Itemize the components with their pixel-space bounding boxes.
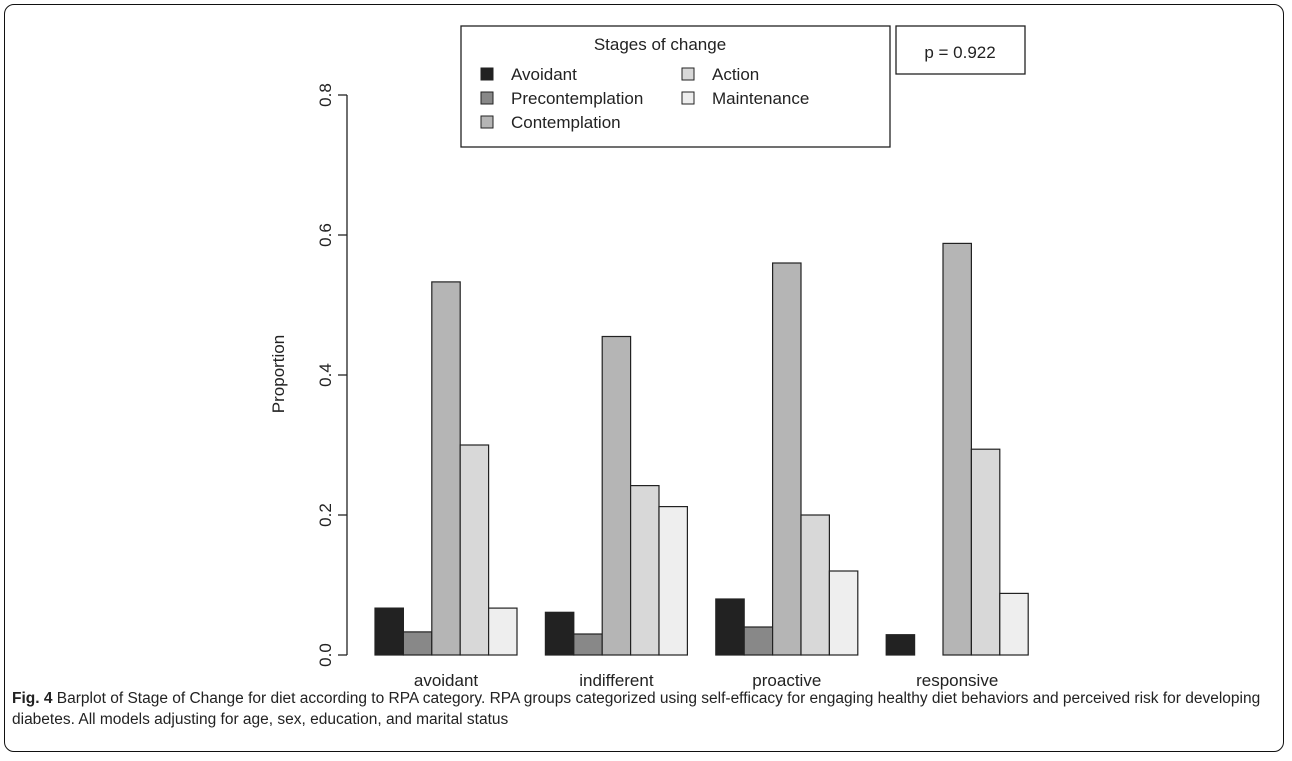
p-value-label: p = 0.922 (924, 43, 995, 62)
y-tick-label: 0.2 (316, 503, 335, 527)
bar (459, 444, 490, 656)
legend: Stages of change Avoidant Precontemplatio… (460, 25, 891, 148)
bar (771, 262, 802, 656)
legend-entry: Maintenance (712, 89, 809, 108)
p-value-frame (895, 25, 1026, 75)
bar (828, 570, 859, 656)
x-axis-labels: avoidant indifferent proactive responsive (414, 671, 998, 690)
x-category-label: avoidant (414, 671, 479, 690)
figure-caption: Fig. 4 Barplot of Stage of Change for di… (12, 688, 1277, 730)
legend-entry: Precontemplation (511, 89, 643, 108)
y-axis: 0.0 0.2 0.4 0.6 0.8 (316, 83, 348, 667)
legend-swatch (480, 115, 494, 129)
barplot-chart: 0.0 0.2 0.4 0.6 0.8 avoidant indifferent proac… (269, 25, 1029, 690)
bar (743, 626, 774, 656)
bar (402, 631, 433, 656)
figure-frame (4, 4, 1284, 752)
bar (544, 611, 575, 656)
bar (999, 592, 1029, 656)
x-category-label: indifferent (579, 671, 654, 690)
legend-entry: Action (712, 65, 759, 84)
bars (374, 242, 1029, 656)
x-category-label: responsive (916, 671, 998, 690)
x-category-label: proactive (752, 671, 821, 690)
bar (800, 514, 830, 656)
bar (970, 448, 1001, 656)
bar (488, 607, 518, 656)
legend-swatch (480, 91, 494, 105)
bar (374, 607, 404, 656)
bar (942, 242, 972, 656)
legend-entry: Contemplation (511, 113, 621, 132)
legend-title: Stages of change (594, 35, 726, 54)
bar (885, 634, 916, 656)
legend-swatch (480, 67, 494, 81)
legend-box (460, 25, 891, 148)
legend-swatch (681, 91, 695, 105)
figure-label: Fig. 4 (12, 690, 53, 707)
y-axis-title: Proportion (269, 335, 288, 413)
legend-entry: Avoidant (511, 65, 577, 84)
y-tick-label: 0.4 (316, 363, 335, 387)
bar (601, 335, 632, 656)
legend-swatch (681, 67, 695, 81)
bar (431, 281, 461, 656)
bar (658, 506, 688, 656)
bar (629, 485, 660, 656)
bar (715, 598, 745, 656)
y-tick-label: 0.8 (316, 83, 335, 107)
y-tick-label: 0.6 (316, 223, 335, 247)
p-value-box: p = 0.922 (895, 25, 1026, 75)
bar (573, 633, 603, 656)
caption-text: Barplot of Stage of Change for diet acco… (12, 690, 1261, 728)
y-tick-label: 0.0 (316, 643, 335, 667)
